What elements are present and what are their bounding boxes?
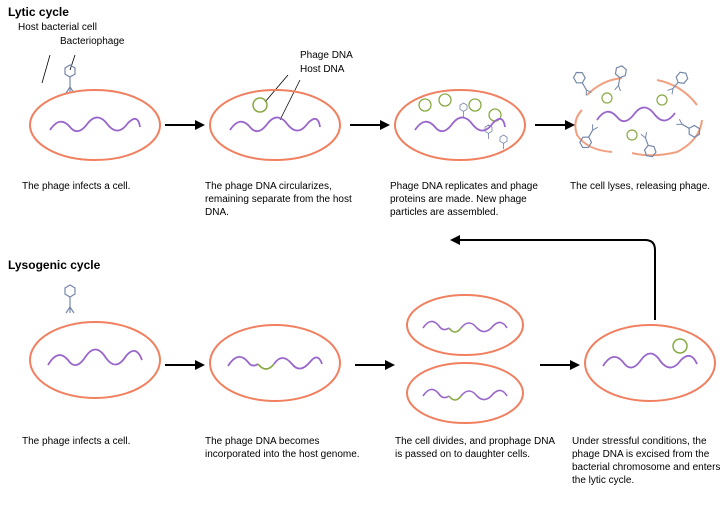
lytic-caption-1: The phage infects a cell. xyxy=(22,180,162,193)
lytic-cell-2 xyxy=(200,75,360,165)
lytic-arrow-2 xyxy=(350,115,390,135)
lytic-arrow-3 xyxy=(535,115,575,135)
lysogenic-arrow-1 xyxy=(165,355,205,375)
lysogenic-arrow-3 xyxy=(540,355,580,375)
lytic-cell-4-lysed xyxy=(562,60,722,170)
lysogenic-cell-4 xyxy=(575,318,728,408)
lytic-cell-3 xyxy=(385,75,545,165)
lytic-caption-2: The phage DNA circularizes, remaining se… xyxy=(205,180,365,219)
lysogenic-cell-3-bottom xyxy=(395,358,545,428)
lysogenic-caption-2: The phage DNA becomes incorporated into … xyxy=(205,435,365,461)
lysogenic-to-lytic-arrow xyxy=(445,235,665,325)
lysogenic-caption-3: The cell divides, and prophage DNA is pa… xyxy=(395,435,555,461)
lytic-title: Lytic cycle xyxy=(8,5,69,19)
host-cell-label: Host bacterial cell xyxy=(18,22,97,34)
lytic-cell-1 xyxy=(20,55,170,165)
lysogenic-caption-4: Under stressful conditions, the phage DN… xyxy=(572,435,727,487)
lysogenic-cell-2 xyxy=(200,318,360,408)
bacteriophage-label: Bacteriophage xyxy=(60,36,125,48)
lysogenic-title: Lysogenic cycle xyxy=(8,258,100,272)
lytic-caption-4: The cell lyses, releasing phage. xyxy=(570,180,720,193)
lytic-caption-3: Phage DNA replicates and phage proteins … xyxy=(390,180,550,219)
phage-dna-label: Phage DNA xyxy=(300,50,353,62)
lytic-arrow-1 xyxy=(165,115,205,135)
lysogenic-cell-1 xyxy=(20,280,170,410)
lysogenic-arrow-2 xyxy=(355,355,395,375)
lysogenic-caption-1: The phage infects a cell. xyxy=(22,435,162,448)
